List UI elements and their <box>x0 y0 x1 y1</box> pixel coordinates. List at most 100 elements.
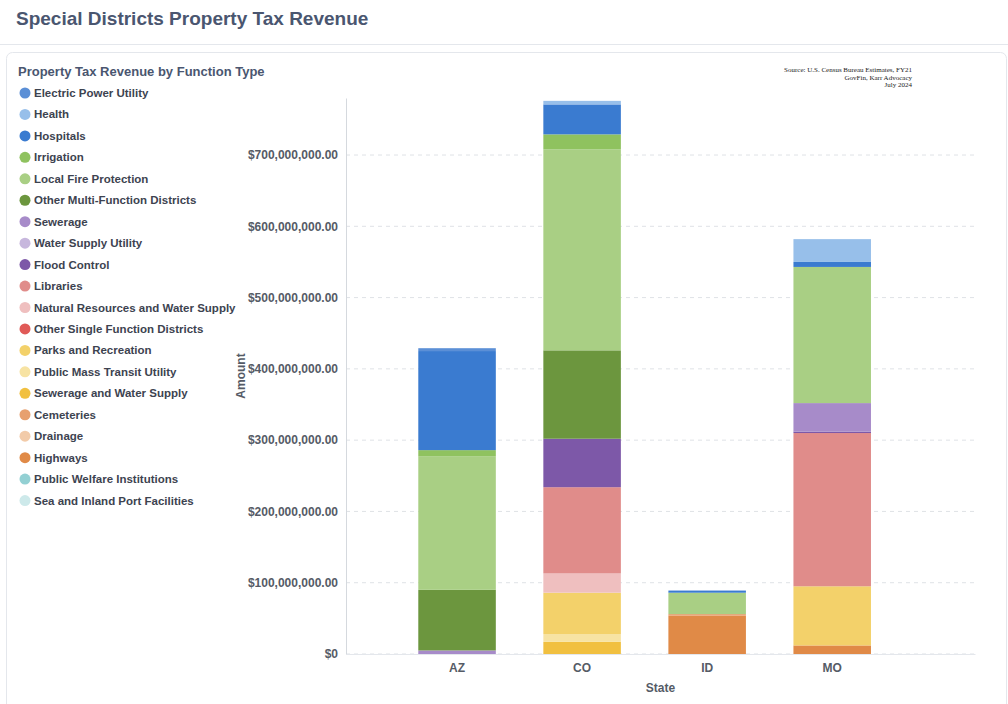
legend-swatch <box>20 281 31 292</box>
y-tick-label: $100,000,000.00 <box>248 576 338 590</box>
legend-swatch <box>20 130 31 141</box>
bar-segment <box>668 614 746 615</box>
legend-swatch <box>20 409 31 420</box>
legend-label: Other Single Function Districts <box>34 323 203 335</box>
source-note: Source: U.S. Census Bureau Estimates, FY… <box>784 66 912 89</box>
legend-label: Libraries <box>34 280 83 292</box>
legend-swatch <box>20 345 31 356</box>
legend-label: Other Multi-Function Districts <box>34 194 196 206</box>
legend-label: Sea and Inland Port Facilities <box>34 495 194 507</box>
legend-swatch <box>20 216 31 227</box>
bar-segment <box>793 433 871 586</box>
legend-label: Local Fire Protection <box>34 173 148 185</box>
bar-segment <box>668 590 746 591</box>
legend-label: Irrigation <box>34 151 84 163</box>
legend-label: Drainage <box>34 430 83 442</box>
y-tick-label: $500,000,000.00 <box>248 291 338 305</box>
bar-segment <box>418 351 496 450</box>
bar-segment <box>418 590 496 651</box>
legend-swatch <box>20 195 31 206</box>
legend-swatch <box>20 302 31 313</box>
bar-segment <box>543 439 621 487</box>
bar-segment <box>418 348 496 351</box>
bar-segment <box>543 350 621 438</box>
bar-segment <box>418 457 496 590</box>
x-axis-title: State <box>646 681 676 695</box>
legend-label: Cemeteries <box>34 409 96 421</box>
bar-segment <box>543 134 621 149</box>
card <box>7 53 1007 704</box>
x-tick: MO <box>823 654 842 675</box>
bar-segment <box>543 101 621 105</box>
bar-segment <box>543 593 621 634</box>
legend-swatch <box>20 238 31 249</box>
bar-segment <box>668 590 746 591</box>
y-tick: $300,000,000.00 <box>248 433 346 447</box>
bar-segment <box>793 432 871 433</box>
y-tick: $200,000,000.00 <box>248 505 346 519</box>
grid-line <box>346 226 975 227</box>
bar-segment <box>543 487 621 573</box>
y-tick-label: $400,000,000.00 <box>248 362 338 376</box>
x-tick: AZ <box>449 654 465 675</box>
y-tick: $100,000,000.00 <box>248 576 346 590</box>
legend-label: Public Welfare Institutions <box>34 473 178 485</box>
legend-swatch <box>20 109 31 120</box>
legend-label: Health <box>34 108 69 120</box>
y-tick: $400,000,000.00 <box>248 362 346 376</box>
bar-segment <box>793 262 871 267</box>
legend-title: Property Tax Revenue by Function Type <box>18 64 265 79</box>
legend-label: Public Mass Transit Utility <box>34 366 177 378</box>
bar-segment <box>418 650 496 654</box>
legend-swatch <box>20 152 31 163</box>
bar-segment <box>543 100 621 101</box>
legend-swatch <box>20 388 31 399</box>
legend-swatch <box>20 474 31 485</box>
x-tick-label: MO <box>823 661 842 675</box>
bar-segment <box>793 239 871 240</box>
y-axis-line <box>346 99 347 655</box>
legend-swatch <box>20 323 31 334</box>
chart-title: Special Districts Property Tax Revenue <box>16 8 368 29</box>
legend: Property Tax Revenue by Function TypeEle… <box>18 64 265 507</box>
y-tick: $500,000,000.00 <box>248 291 346 305</box>
bar-segment <box>668 593 746 614</box>
x-tick-label: CO <box>573 661 591 675</box>
legend-swatch <box>20 173 31 184</box>
y-tick: $0 <box>325 647 346 661</box>
x-axis-line <box>347 654 976 655</box>
bar-segment <box>543 642 621 654</box>
header-divider <box>0 44 1008 45</box>
legend-label: Hospitals <box>34 130 86 142</box>
y-tick-label: $200,000,000.00 <box>248 505 338 519</box>
y-axis-title: Amount <box>234 353 248 398</box>
bar-segment <box>793 267 871 403</box>
x-axis: AZ CO ID MO <box>347 654 976 675</box>
legend-swatch <box>20 495 31 506</box>
bar-segment <box>668 591 746 593</box>
source-line: July 2024 <box>885 81 913 89</box>
legend-label: Sewerage <box>34 216 88 228</box>
bar-segment <box>418 450 496 456</box>
legend-swatch <box>20 88 31 99</box>
bar-segment <box>668 616 746 654</box>
legend-swatch <box>20 366 31 377</box>
chart-svg: Special Districts Property Tax Revenue So… <box>0 0 1008 704</box>
bars <box>418 101 871 654</box>
y-axis: $0 $100,000,000.00 $200,000,000.00 $300,000… <box>248 99 347 662</box>
header-bg <box>0 0 1008 44</box>
bar-segment <box>543 573 621 592</box>
y-tick: $600,000,000.00 <box>248 220 346 234</box>
legend-label: Parks and Recreation <box>34 344 152 356</box>
x-tick: ID <box>701 654 713 675</box>
y-tick: $700,000,000.00 <box>248 148 346 162</box>
x-tick: CO <box>573 654 591 675</box>
x-tick-label: AZ <box>449 661 465 675</box>
bar-segment <box>543 104 621 134</box>
y-tick-label: $700,000,000.00 <box>248 148 338 162</box>
bar-segment <box>668 615 746 616</box>
legend-label: Natural Resources and Water Supply <box>34 302 236 314</box>
grid-line <box>346 297 975 298</box>
legend-label: Highways <box>34 452 88 464</box>
bar-segment <box>793 645 871 654</box>
